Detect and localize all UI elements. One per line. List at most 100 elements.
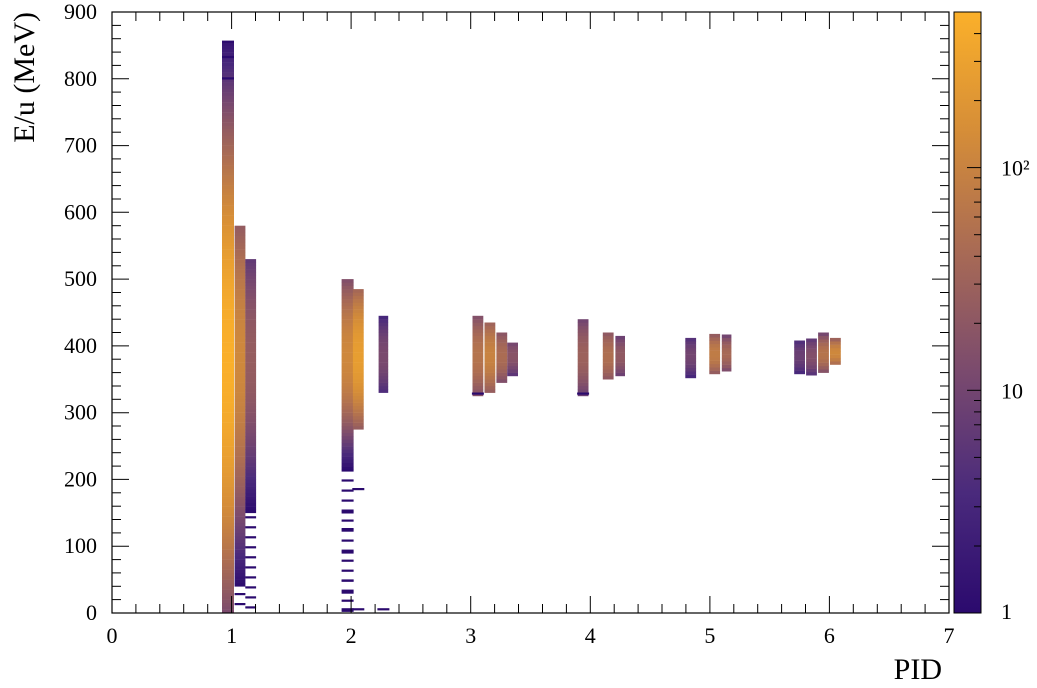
heatmap-cell	[222, 285, 234, 290]
colorbar-tick-label: 10	[1001, 378, 1023, 403]
heatmap-cell	[222, 105, 234, 110]
heatmap-cell	[818, 369, 829, 373]
heatmap-cell	[222, 456, 234, 460]
heatmap-cell	[341, 456, 354, 460]
heatmap-cell	[234, 299, 246, 303]
heatmap-cell	[245, 456, 257, 460]
heatmap-cell	[484, 365, 496, 370]
heatmap-cell	[234, 426, 246, 430]
heatmap-cell	[234, 566, 246, 570]
heatmap-cell	[245, 472, 257, 477]
heatmap-cell	[222, 365, 234, 370]
heatmap-cell	[222, 269, 234, 273]
heatmap-cell	[602, 342, 614, 347]
heatmap-cell	[341, 305, 354, 310]
heatmap-cell	[222, 556, 234, 560]
heatmap-cell	[496, 339, 508, 343]
heatmap-cell	[245, 332, 257, 337]
heatmap-cell	[341, 342, 354, 347]
heatmap-cell	[484, 322, 496, 327]
heatmap-cell	[245, 516, 257, 519]
heatmap-cell	[222, 522, 234, 527]
heatmap-cell	[222, 492, 234, 497]
heatmap-cell	[234, 559, 246, 564]
heatmap-cell	[341, 466, 354, 470]
heatmap-cell	[378, 375, 389, 380]
heatmap-cell	[341, 519, 354, 522]
heatmap-cell	[472, 349, 484, 353]
heatmap-cell	[234, 432, 246, 437]
heatmap-cell	[222, 185, 234, 190]
heatmap-cell	[484, 389, 496, 393]
heatmap-cell	[222, 112, 234, 116]
heatmap-cell	[806, 348, 817, 353]
heatmap-cell	[472, 315, 484, 320]
heatmap-cell	[352, 422, 364, 427]
heatmap-cell	[496, 379, 508, 383]
heatmap-cell	[472, 389, 484, 393]
heatmap-cell	[352, 292, 364, 297]
heatmap-cell	[602, 359, 614, 363]
heatmap-cell	[615, 352, 625, 357]
heatmap-cell	[341, 279, 354, 283]
heatmap-cell	[222, 419, 234, 423]
heatmap-cell	[615, 359, 625, 363]
heatmap-cell	[685, 337, 697, 342]
heatmap-cell	[245, 382, 257, 387]
heatmap-cell	[222, 579, 234, 584]
heatmap-cell	[234, 389, 246, 393]
heatmap-cell	[245, 586, 257, 589]
heatmap-cell	[341, 402, 354, 407]
heatmap-cell	[222, 292, 234, 297]
heatmap-cell	[234, 519, 246, 524]
heatmap-cell	[245, 292, 257, 297]
heatmap-cell	[234, 369, 246, 373]
x-tick-label: 1	[226, 623, 237, 648]
x-tick-label: 3	[465, 623, 476, 648]
heatmap-cell	[352, 305, 364, 310]
heatmap-cell	[496, 345, 508, 350]
heatmap-cell	[709, 357, 721, 361]
y-tick-label: 300	[64, 400, 97, 425]
heatmap-cell	[341, 409, 354, 413]
heatmap-cell	[222, 559, 234, 564]
heatmap-cell	[222, 95, 234, 100]
heatmap-cell	[472, 339, 484, 343]
y-axis: 0 100 200 300 400 500 600 700 800 900	[64, 0, 949, 625]
heatmap-cell	[378, 345, 389, 350]
heatmap-cell	[352, 379, 364, 383]
heatmap-cell	[222, 496, 234, 500]
heatmap-cell	[472, 375, 484, 380]
heatmap-cell	[577, 362, 589, 367]
heatmap-cell	[685, 354, 697, 359]
heatmap-cell	[352, 608, 365, 611]
heatmap-cell	[472, 379, 484, 383]
heatmap-cell	[222, 302, 234, 307]
heatmap-cell	[234, 572, 246, 577]
heatmap-cell	[602, 375, 614, 380]
heatmap-cell	[341, 489, 354, 492]
heatmap-cell	[234, 489, 246, 494]
heatmap-cell	[818, 349, 829, 353]
heatmap-cell	[245, 479, 257, 483]
y-tick-label: 800	[64, 66, 97, 91]
y-tick-label: 900	[64, 0, 97, 24]
heatmap-cell	[352, 365, 364, 370]
heatmap-cell	[234, 345, 246, 350]
heatmap-cell	[721, 364, 732, 369]
heatmap-cell	[234, 379, 246, 383]
heatmap-cell	[484, 375, 496, 380]
heatmap-cell	[507, 342, 518, 347]
heatmap-cell	[234, 365, 246, 370]
heatmap-cell	[222, 75, 234, 79]
heatmap-cell	[222, 239, 234, 243]
heatmap-cell	[341, 579, 354, 582]
heatmap-cell	[352, 295, 364, 300]
heatmap-cell	[234, 262, 246, 266]
heatmap-cell	[352, 309, 364, 313]
heatmap-cell	[352, 352, 364, 357]
heatmap-cell	[341, 589, 354, 592]
heatmap-cell	[222, 532, 234, 537]
heatmap-cell	[709, 347, 721, 351]
heatmap-cell	[245, 325, 257, 330]
